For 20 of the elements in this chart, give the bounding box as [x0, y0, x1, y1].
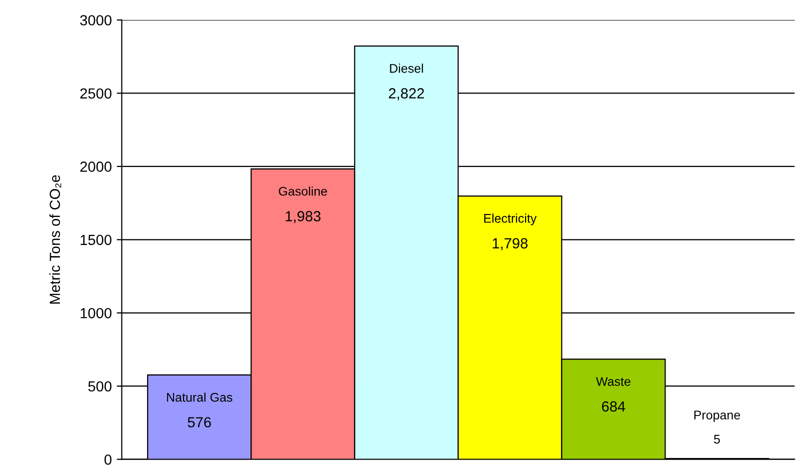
y-tick-label: 2000: [80, 162, 112, 172]
y-tick-label: 500: [88, 381, 112, 392]
data-label: 2,822: [388, 88, 424, 100]
annotation: Propane: [694, 410, 740, 422]
annotation: Diesel: [390, 64, 423, 73]
annotation: Natural Gas: [167, 392, 232, 402]
annotation: Gasoline: [278, 186, 328, 196]
data-label: 576: [188, 417, 211, 428]
y-tick-label: 3000: [80, 15, 112, 26]
data-label: 1,798: [492, 238, 528, 250]
annotation: Electricity: [484, 214, 537, 226]
data-label: 684: [602, 401, 626, 412]
y-tick-label: 2500: [80, 88, 112, 99]
y-axis-title: Metric Tons of CO₂e: [49, 175, 62, 304]
y-tick-label: 1500: [80, 234, 112, 246]
data-label: 1,983: [286, 211, 321, 224]
annotation: Waste: [596, 377, 630, 386]
y-tick-label: 0: [104, 454, 112, 465]
y-tick-label: 1000: [80, 308, 112, 318]
data-label: 5: [714, 434, 720, 444]
